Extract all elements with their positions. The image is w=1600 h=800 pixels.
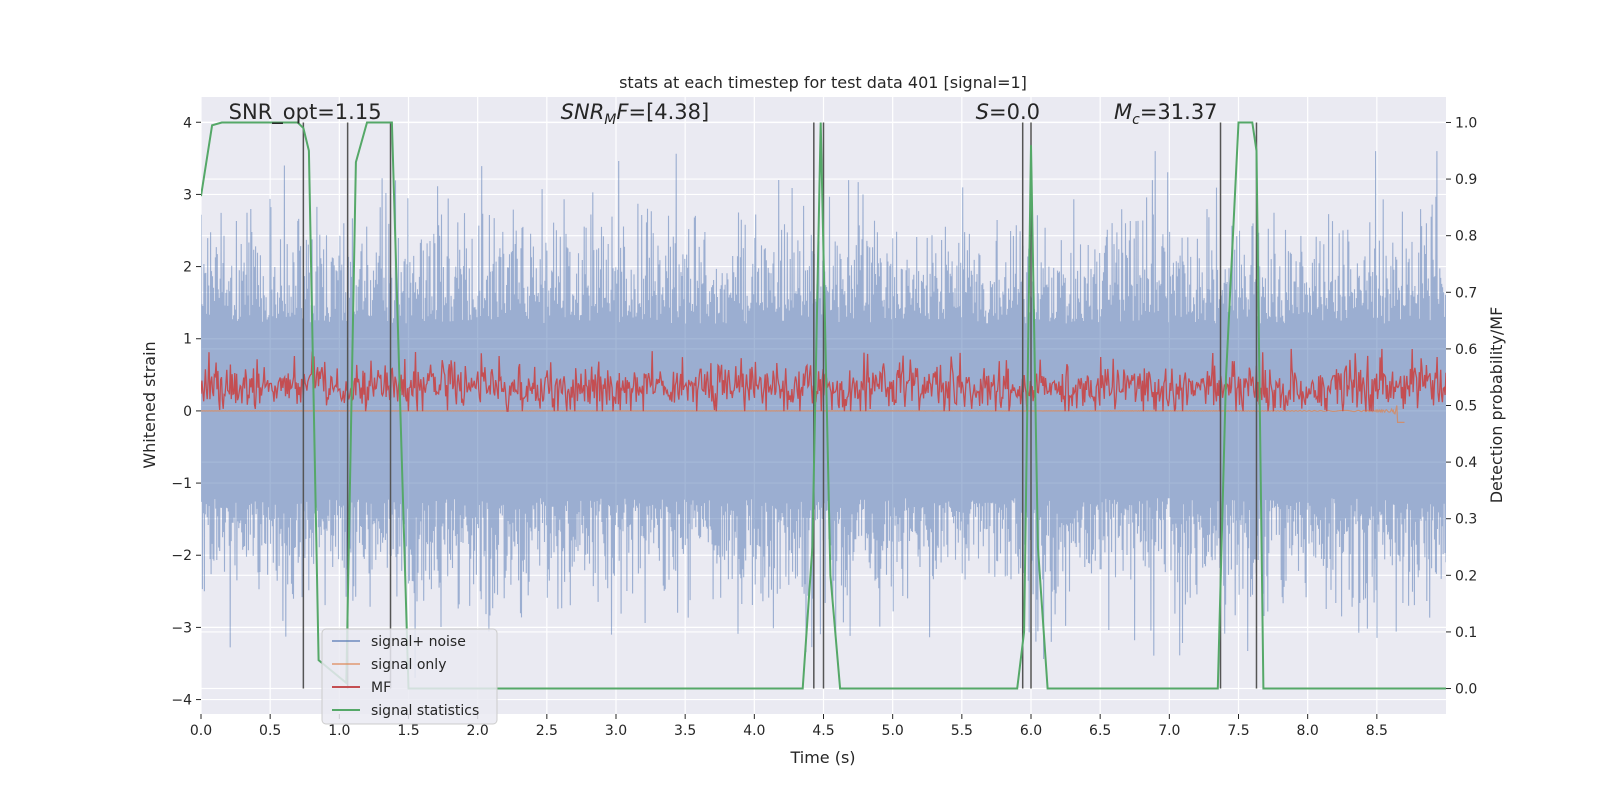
y-axis-label: Whitened strain [140, 341, 159, 468]
y2-tick-label: 0.0 [1455, 682, 1477, 698]
annotation: S=0.0 [976, 100, 1040, 124]
annotation: SNR_opt=1.15 [229, 100, 382, 125]
y-tick-label: −2 [171, 548, 192, 564]
x-tick-label: 6.5 [1089, 723, 1111, 739]
annotation: Mc=31.37 [1114, 100, 1218, 128]
x-tick-label: 4.5 [812, 723, 834, 739]
y-tick-label: −4 [171, 693, 192, 709]
y2-tick-label: 0.2 [1455, 568, 1477, 584]
y-axis-left: −4 −3 −2 −1 0 1 2 3 4 [171, 115, 201, 709]
x-tick-label: 0.0 [190, 723, 212, 739]
signal-statistics-line [201, 121, 1446, 690]
x-tick-label: 7.5 [1227, 723, 1249, 739]
chart-title: stats at each timestep for test data 401… [619, 73, 1027, 92]
x-tick-label: 2.5 [536, 723, 558, 739]
y-tick-label: 3 [183, 187, 192, 203]
x-tick-label: 4.0 [743, 723, 765, 739]
y2-axis-label: Detection probability/MF [1487, 307, 1506, 504]
y2-tick-label: 0.4 [1455, 455, 1477, 471]
y2-tick-label: 0.3 [1455, 512, 1477, 528]
x-tick-label: 5.0 [882, 723, 904, 739]
legend-box [321, 628, 498, 725]
x-tick-label: 3.5 [674, 723, 696, 739]
legend: signal+ noise signal only MF signal statist… [321, 628, 498, 725]
y-tick-label: −1 [171, 476, 192, 492]
y2-tick-label: 0.1 [1455, 625, 1477, 641]
x-tick-label: 7.0 [1158, 723, 1180, 739]
y2-tick-label: 0.8 [1455, 229, 1477, 245]
x-axis-label: Time (s) [789, 748, 855, 767]
x-tick-label: 1.0 [328, 723, 350, 739]
y2-tick-label: 0.9 [1455, 172, 1477, 188]
series-signal-only [201, 405, 1405, 423]
legend-label: signal statistics [371, 703, 479, 719]
y-tick-label: −3 [171, 620, 192, 636]
y-tick-label: 1 [183, 332, 192, 348]
x-tick-label: 2.0 [467, 723, 489, 739]
legend-label: MF [371, 680, 391, 696]
y-tick-label: 0 [183, 404, 192, 420]
x-tick-label: 3.0 [605, 723, 627, 739]
series-signal-statistics [201, 121, 1446, 690]
annotations: SNR_opt=1.15 SNRMF=[4.38] S=0.0 Mc=31.37 [229, 100, 1218, 128]
y2-tick-label: 0.7 [1455, 285, 1477, 301]
y2-tick-label: 1.0 [1455, 115, 1477, 131]
y-tick-label: 2 [183, 260, 192, 276]
y-axis-right: 0.0 0.1 0.2 0.3 0.4 0.5 0.6 0.7 0.8 0.9 1.0 [1446, 115, 1477, 698]
x-tick-label: 0.5 [259, 723, 281, 739]
x-tick-label: 6.0 [1020, 723, 1042, 739]
legend-label: signal+ noise [371, 634, 466, 650]
x-tick-label: 8.0 [1297, 723, 1319, 739]
x-tick-label: 1.5 [397, 723, 419, 739]
legend-label: signal only [371, 657, 446, 673]
data-area [201, 121, 1446, 690]
x-tick-label: 5.5 [951, 723, 973, 739]
y-tick-label: 4 [183, 115, 192, 131]
x-tick-label: 8.5 [1366, 723, 1388, 739]
y2-tick-label: 0.6 [1455, 342, 1477, 358]
signal-line [201, 405, 1405, 423]
annotation: SNRMF=[4.38] [561, 100, 710, 128]
y2-tick-label: 0.5 [1455, 399, 1477, 415]
x-axis: 0.0 0.5 1.0 1.5 2.0 2.5 3.0 3.5 4.0 4.5 5.0 5.5 6.0 6… [190, 714, 1388, 739]
